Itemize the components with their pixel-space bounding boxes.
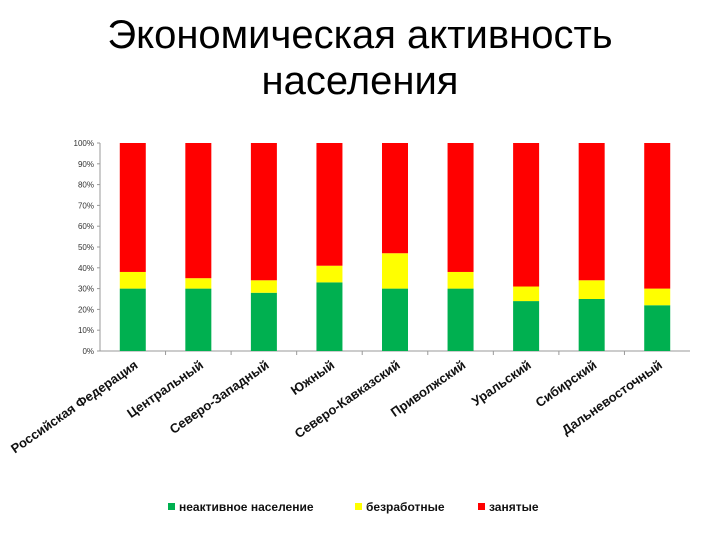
bar-segment-3 xyxy=(447,143,474,272)
bar-segment-3 xyxy=(250,143,277,281)
bar-segment-1 xyxy=(316,282,343,351)
bar-segment-2 xyxy=(578,280,605,299)
bar-segment-3 xyxy=(382,143,408,254)
bar-segment-1 xyxy=(644,305,671,351)
bar-segment-2 xyxy=(513,286,540,302)
bar-segment-1 xyxy=(382,288,408,351)
x-category-label: Северо-Кавказский xyxy=(292,357,403,441)
y-tick-label: 70% xyxy=(78,201,94,210)
bar-segment-2 xyxy=(447,271,474,289)
x-category-label: Южный xyxy=(288,357,337,398)
bar-segment-3 xyxy=(644,143,671,289)
legend-label-1: неактивное население xyxy=(179,500,314,514)
bar-segment-2 xyxy=(119,271,146,289)
y-tick-label: 10% xyxy=(78,326,94,335)
legend-swatch-1 xyxy=(168,503,175,510)
bar-segment-2 xyxy=(250,280,277,293)
legend-swatch-2 xyxy=(355,503,362,510)
y-tick-label: 30% xyxy=(78,285,94,294)
y-tick-label: 50% xyxy=(78,243,94,252)
x-category-label: Российская Федерация xyxy=(8,357,141,456)
bar-segment-2 xyxy=(382,253,408,289)
bar-segment-1 xyxy=(513,301,540,351)
bar-segment-3 xyxy=(513,143,540,287)
bar-segment-1 xyxy=(119,288,146,351)
slide-title-line-2: населения xyxy=(261,59,459,103)
y-tick-label: 60% xyxy=(78,222,94,231)
bar-segment-1 xyxy=(250,292,277,351)
y-tick-label: 20% xyxy=(78,305,94,314)
y-tick-label: 80% xyxy=(78,181,94,190)
y-tick-label: 0% xyxy=(82,347,94,356)
bar-segment-2 xyxy=(185,278,212,289)
y-tick-label: 90% xyxy=(78,160,94,169)
legend-label-2: безработные xyxy=(366,500,445,514)
bar-segment-1 xyxy=(447,288,474,351)
bar-segment-2 xyxy=(316,265,343,283)
bar-segment-3 xyxy=(578,143,605,281)
bar-segment-3 xyxy=(316,143,343,266)
y-tick-label: 100% xyxy=(74,139,94,148)
y-tick-label: 40% xyxy=(78,264,94,273)
bar-segment-2 xyxy=(644,288,671,306)
bar-segment-3 xyxy=(185,143,212,279)
legend-swatch-3 xyxy=(478,503,485,510)
bar-segment-3 xyxy=(119,143,146,272)
slide-title: Экономическая активность населения xyxy=(0,12,720,104)
x-category-label: Уральский xyxy=(469,357,534,409)
slide-title-line-1: Экономическая активность xyxy=(107,13,613,57)
legend-label-3: занятые xyxy=(489,500,539,514)
bar-segment-1 xyxy=(185,288,212,351)
x-category-label: Сибирский xyxy=(533,357,600,410)
bar-segment-1 xyxy=(578,299,605,351)
